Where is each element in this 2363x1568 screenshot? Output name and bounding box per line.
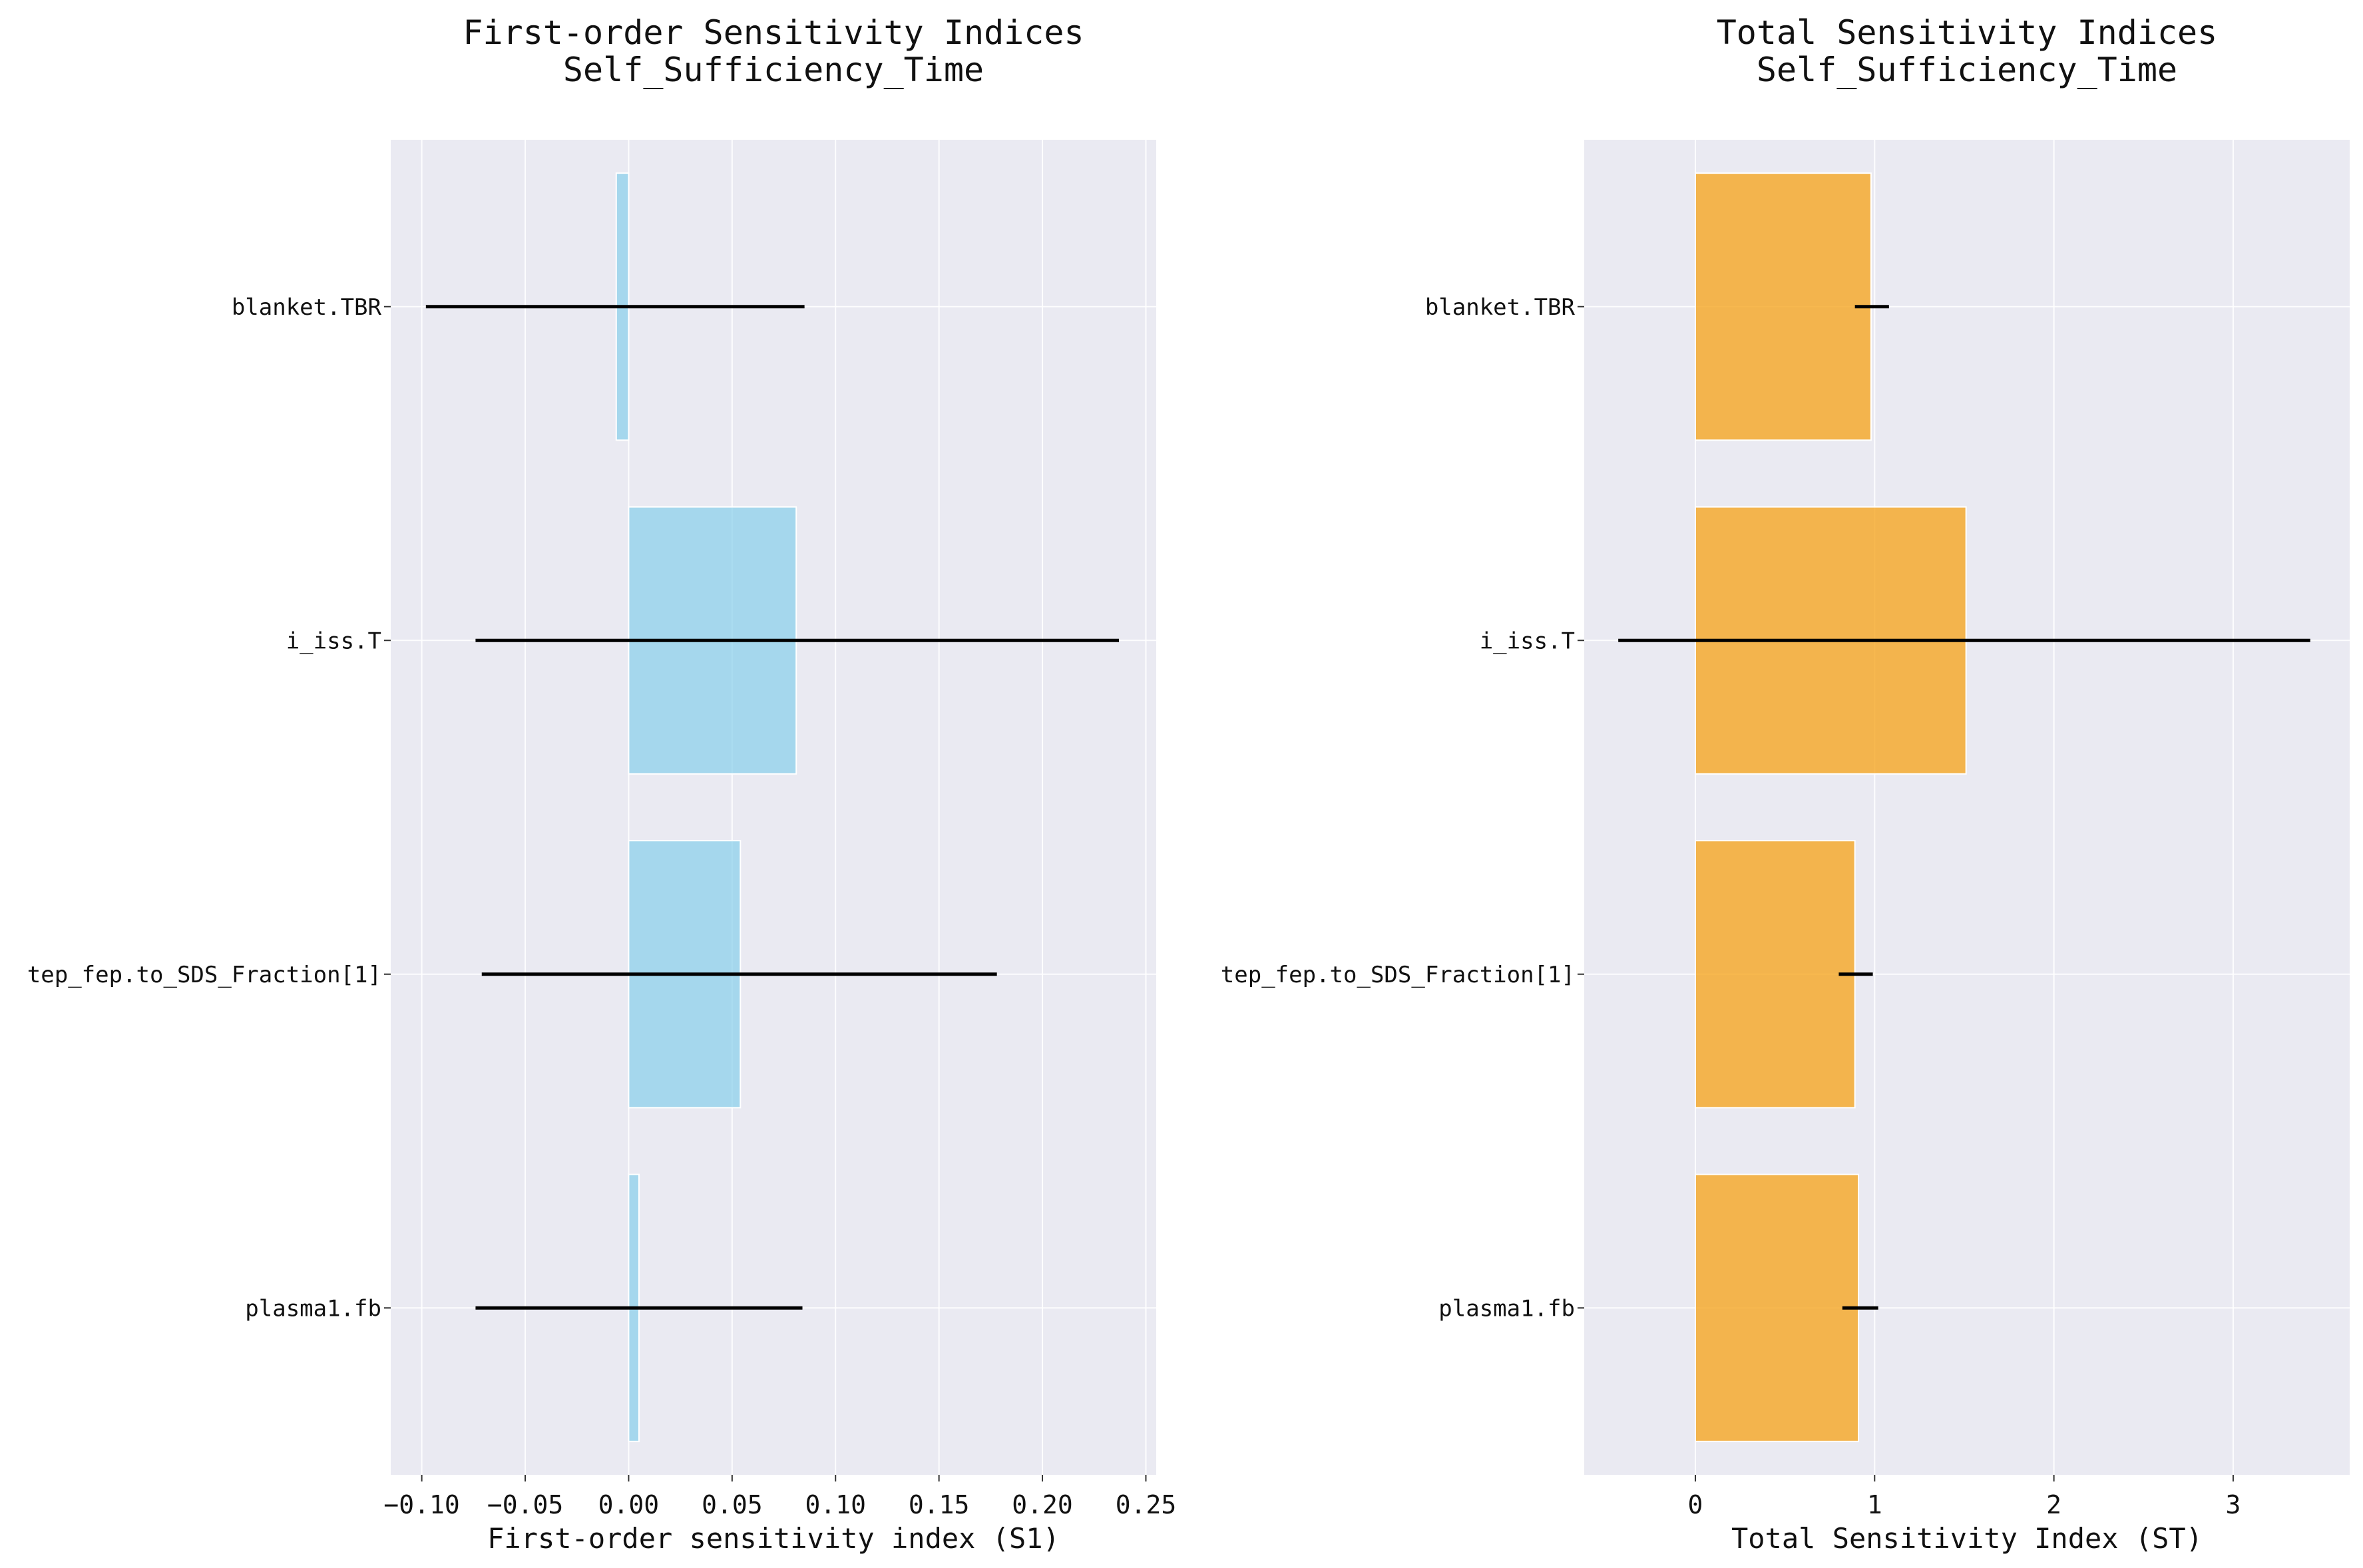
total-y-tick-label-blanket-tbr: blanket.TBR: [1425, 294, 1576, 321]
total-title-line-2: Self_Sufficiency_Time: [1757, 51, 2177, 89]
first-order-title-line-1: First-order Sensitivity Indices: [463, 13, 1084, 52]
total-x-tick-label: 2: [2046, 1490, 2061, 1519]
first-order-y-tick-label-tep-fep-to-sds-fraction-1: tep_fep.to_SDS_Fraction[1]: [27, 962, 381, 988]
total-x-tick-label: 1: [1867, 1490, 1882, 1519]
first-order-y-tick-label-blanket-tbr: blanket.TBR: [232, 294, 382, 321]
first-order-x-tick-label: 0.20: [1012, 1490, 1073, 1519]
total-y-ticks: blanket.TBR i_iss.T tep_fep.to_SDS_Fractio…: [1221, 294, 1584, 1322]
total-y-tick-label-plasma1-fb: plasma1.fb: [1438, 1295, 1575, 1322]
first-order-x-tick-label: 0.00: [598, 1490, 660, 1519]
total-title-line-1: Total Sensitivity Indices: [1717, 13, 2218, 52]
total-bar-blanket-tbr: [1694, 172, 1872, 441]
first-order-x-tick-label: 0.10: [805, 1490, 866, 1519]
first-order-y-tick-label-plasma1-fb: plasma1.fb: [245, 1295, 381, 1322]
first-order-x-tick-label: −0.10: [383, 1490, 459, 1519]
first-order-x-axis-label: First-order sensitivity index (S1): [487, 1522, 1060, 1555]
first-order-plot-area: [391, 140, 1156, 1475]
first-order-errorbars: [425, 305, 1120, 1310]
first-order-x-tick-label: 0.25: [1116, 1490, 1177, 1519]
total-x-ticks: 0 1 2 3: [1688, 1475, 2241, 1519]
first-order-x-tick-label: −0.05: [487, 1490, 563, 1519]
total-x-tick-label: 0: [1688, 1490, 1703, 1519]
first-order-x-ticks: −0.10 −0.05 0.00 0.05 0.10 0.15 0.20 0.25: [383, 1475, 1176, 1519]
total-bar-plasma1-fb: [1694, 1173, 1860, 1442]
first-order-y-ticks: blanket.TBR i_iss.T tep_fep.to_SDS_Fractio…: [27, 294, 391, 1322]
total-x-axis-label: Total Sensitivity Index (ST): [1731, 1522, 2203, 1555]
total-bar-tep-fep-to-sds-fraction-1: [1694, 840, 1856, 1109]
first-order-y-tick-label-i-iss-t: i_iss.T: [286, 628, 381, 654]
first-order-x-tick-label: 0.05: [702, 1490, 763, 1519]
first-order-title-line-2: Self_Sufficiency_Time: [563, 51, 984, 89]
total-panel: Total Sensitivity Indices Self_Sufficien…: [1221, 13, 2350, 1555]
total-errorbars: [1618, 305, 2310, 1310]
total-y-tick-label-i-iss-t: i_iss.T: [1480, 628, 1575, 654]
total-x-tick-label: 3: [2225, 1490, 2241, 1519]
total-y-tick-label-tep-fep-to-sds-fraction-1: tep_fep.to_SDS_Fraction[1]: [1221, 962, 1575, 988]
first-order-panel: First-order Sensitivity Indices Self_Suf…: [27, 13, 1176, 1555]
first-order-x-tick-label: 0.15: [909, 1490, 970, 1519]
